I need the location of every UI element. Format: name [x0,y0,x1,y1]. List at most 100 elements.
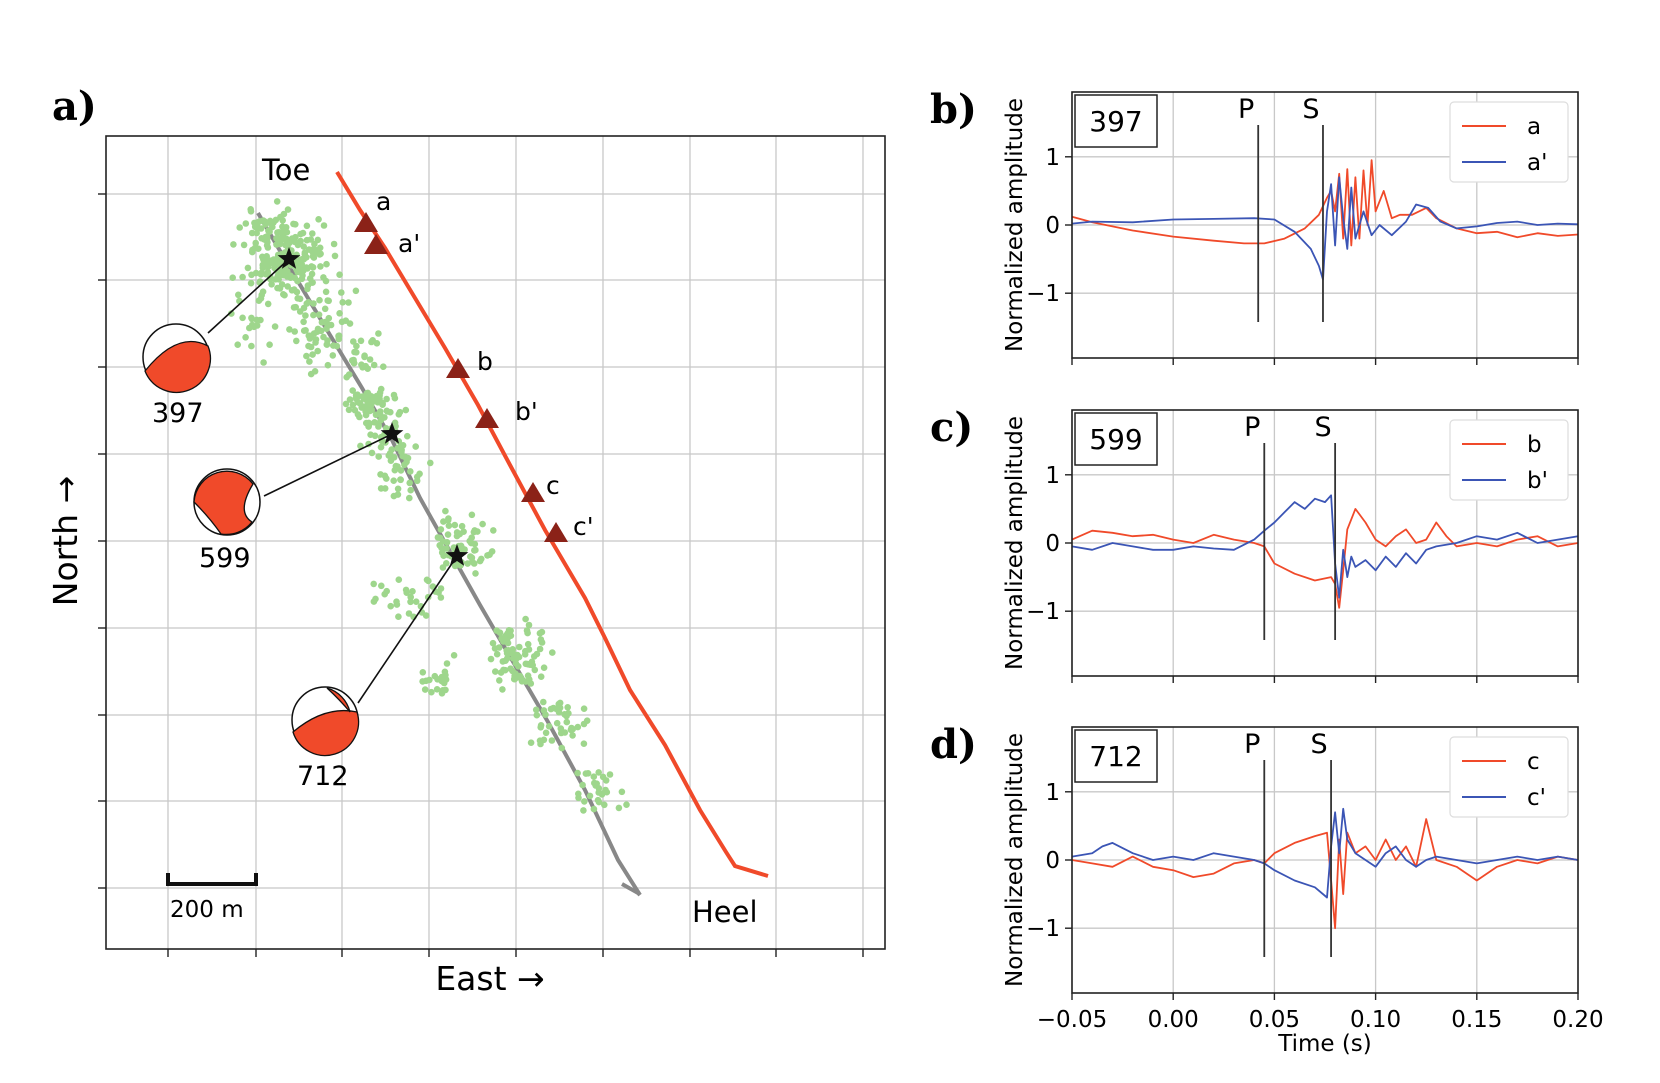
station-c-label: c [546,471,560,500]
event-dot [527,739,535,746]
event-dot [351,406,359,414]
event-dot [421,686,429,693]
event-dot [288,287,296,294]
event-dot [394,485,402,493]
event-dot [457,542,465,550]
event-dot [487,655,495,663]
event-dot [376,408,384,415]
event-dot [522,660,530,668]
event-dot [350,359,358,367]
event-dot [536,645,544,653]
event-dot [377,443,385,451]
event-dot [586,792,594,800]
event-dot [333,342,341,350]
station-c-marker [521,482,545,502]
event-dot [425,577,432,585]
event-dot [437,594,445,601]
event-dot [355,399,362,406]
event-dot [503,647,511,654]
wave-xtick-label: 0.10 [1350,1007,1401,1033]
wave-ylabel: Normalized amplitude [1002,416,1028,670]
event-dot [381,485,389,492]
event-dot [442,507,449,515]
series-c [1071,818,1579,930]
event-dot [406,494,413,502]
event-dot [254,245,262,252]
panel-b-label: b) [930,86,977,133]
panel-c-label: c) [930,404,973,451]
event-dot [466,537,474,545]
event-dot [247,208,255,215]
event-dot [504,639,512,647]
event-dot [298,255,306,263]
event-dot [416,470,423,478]
event-dot [370,598,378,605]
event-dot [320,274,327,281]
event-dot [281,291,288,299]
event-dot [375,422,383,429]
event-dot [563,718,571,726]
event-dot [342,317,350,325]
event-dot [407,486,415,494]
event-dot [590,773,598,780]
event-dot [248,342,255,350]
event-dot [394,444,402,452]
event-dot [318,319,326,326]
stations [354,212,568,542]
event-dot [275,252,282,260]
event-dot [412,443,420,450]
event-dot [468,511,476,519]
event-dot [533,711,541,719]
series-c-prime [1071,807,1579,899]
pick-label-S: S [1302,94,1319,125]
event-dot [247,279,255,287]
event-id-box [1074,729,1158,783]
event-dot [274,284,281,292]
event-dot [434,534,442,541]
event-dot [306,358,313,365]
heel-hook [621,882,642,897]
wave-xtick-label: 0.15 [1451,1007,1502,1033]
pick-label-S: S [1311,729,1328,760]
event-dot [273,235,280,242]
event-dot [286,326,293,333]
event-dot [263,252,271,260]
station-b-prime-marker [475,408,499,428]
event-dot [488,548,496,555]
event-dot [292,221,299,228]
event-dot [444,517,452,524]
event-label-599: 599 [199,543,251,574]
event-dot [387,602,395,610]
event-dot [239,314,246,322]
event-dot [253,316,261,324]
heel-label: Heel [692,895,758,929]
event-dot [310,300,317,307]
event-id-box [1074,412,1158,466]
event-dot [376,389,384,397]
event-dot [338,289,345,296]
event-dot [377,416,385,424]
event-dot [309,248,316,255]
event-dot [595,789,602,796]
event-dot [412,598,420,605]
event-dot [351,348,358,356]
event-dot [427,459,434,467]
event-dot [314,347,322,355]
event-dot [248,229,256,237]
event-dot [445,522,453,529]
event-dot [284,283,292,290]
event-dot [268,281,275,288]
event-dot [393,598,400,605]
event-dot [349,387,357,394]
event-dot [323,341,331,348]
event-dot [394,491,402,498]
event-dot [309,230,316,237]
event-dot [606,771,614,778]
event-dot [264,300,272,308]
event-dot [537,673,545,680]
event-dot [242,334,249,341]
event-dot [301,249,309,256]
event-dot [264,268,272,276]
event-dot [413,477,421,485]
event-dot [314,325,322,333]
